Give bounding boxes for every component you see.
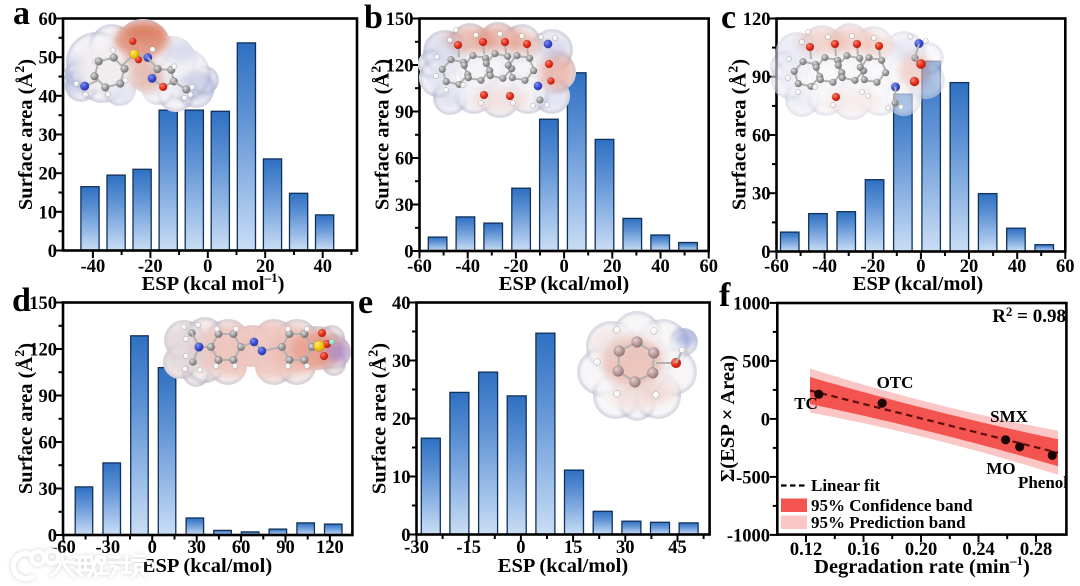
svg-text:-1000: -1000 bbox=[727, 526, 770, 546]
svg-text:150: 150 bbox=[386, 10, 414, 30]
svg-text:a: a bbox=[13, 0, 30, 32]
svg-text:20: 20 bbox=[603, 257, 622, 277]
svg-text:60: 60 bbox=[699, 257, 718, 277]
svg-text:40: 40 bbox=[651, 257, 670, 277]
svg-text:-40: -40 bbox=[455, 257, 480, 277]
svg-text:60: 60 bbox=[395, 150, 414, 170]
svg-text:0.24: 0.24 bbox=[962, 540, 994, 560]
svg-text:60: 60 bbox=[752, 126, 771, 146]
svg-text:ESP (kcal/mol): ESP (kcal/mol) bbox=[142, 555, 272, 577]
svg-text:Σ(ESP × Area): Σ(ESP × Area) bbox=[717, 355, 739, 482]
svg-text:b: b bbox=[364, 0, 383, 36]
svg-text:-40: -40 bbox=[812, 257, 837, 277]
svg-text:Surface area (Å2): Surface area (Å2) bbox=[367, 343, 391, 494]
svg-text:90: 90 bbox=[752, 68, 771, 88]
svg-text:30: 30 bbox=[752, 185, 771, 205]
svg-text:ESP (kcal/mol): ESP (kcal/mol) bbox=[853, 273, 983, 295]
svg-text:60: 60 bbox=[232, 538, 251, 558]
svg-text:10: 10 bbox=[39, 203, 58, 223]
svg-text:90: 90 bbox=[39, 387, 58, 407]
svg-text:Degradation rate (min–1): Degradation rate (min–1) bbox=[814, 553, 1030, 578]
svg-text:0: 0 bbox=[916, 257, 925, 277]
svg-text:15: 15 bbox=[564, 538, 583, 558]
svg-text:20: 20 bbox=[960, 257, 979, 277]
svg-text:MO: MO bbox=[986, 459, 1015, 478]
svg-text:d: d bbox=[12, 282, 31, 319]
svg-text:120: 120 bbox=[386, 57, 414, 77]
svg-text:30: 30 bbox=[39, 126, 58, 146]
svg-text:90: 90 bbox=[395, 103, 414, 123]
svg-text:40: 40 bbox=[1008, 257, 1027, 277]
svg-text:120: 120 bbox=[316, 538, 344, 558]
svg-text:20: 20 bbox=[39, 165, 58, 185]
svg-text:1000: 1000 bbox=[733, 294, 770, 314]
svg-text:50: 50 bbox=[39, 49, 58, 69]
svg-text:30: 30 bbox=[392, 352, 411, 372]
svg-text:-60: -60 bbox=[764, 257, 789, 277]
svg-text:0: 0 bbox=[404, 243, 413, 263]
svg-text:-40: -40 bbox=[81, 257, 106, 277]
svg-text:Phenol: Phenol bbox=[1018, 473, 1068, 492]
svg-text:30: 30 bbox=[39, 480, 58, 500]
svg-text:0: 0 bbox=[148, 538, 157, 558]
svg-text:0.28: 0.28 bbox=[1020, 540, 1052, 560]
svg-text:-30: -30 bbox=[95, 538, 120, 558]
svg-text:500: 500 bbox=[742, 352, 770, 372]
svg-text:0.16: 0.16 bbox=[847, 540, 879, 560]
svg-text:f: f bbox=[719, 277, 731, 314]
svg-text:0: 0 bbox=[203, 257, 212, 277]
svg-text:Surface area (Å2): Surface area (Å2) bbox=[13, 343, 37, 494]
svg-text:Linear fit: Linear fit bbox=[811, 476, 880, 495]
svg-text:120: 120 bbox=[29, 341, 57, 361]
svg-text:150: 150 bbox=[29, 294, 57, 314]
svg-text:-15: -15 bbox=[456, 538, 481, 558]
svg-text:0: 0 bbox=[48, 527, 57, 547]
svg-text:0: 0 bbox=[761, 410, 770, 430]
svg-text:20: 20 bbox=[256, 257, 275, 277]
svg-text:TC: TC bbox=[794, 394, 818, 413]
svg-text:-20: -20 bbox=[860, 257, 885, 277]
svg-text:Surface area (Å2): Surface area (Å2) bbox=[370, 59, 394, 210]
svg-text:40: 40 bbox=[313, 257, 332, 277]
svg-text:R2 = 0.98: R2 = 0.98 bbox=[992, 304, 1066, 327]
svg-text:OTC: OTC bbox=[877, 373, 914, 392]
svg-text:ESP (kcal mol–1): ESP (kcal mol–1) bbox=[142, 270, 285, 295]
svg-text:0: 0 bbox=[559, 257, 568, 277]
svg-text:95% Prediction band: 95% Prediction band bbox=[811, 513, 966, 532]
svg-text:0: 0 bbox=[761, 243, 770, 263]
svg-text:0: 0 bbox=[516, 538, 525, 558]
svg-text:c: c bbox=[721, 0, 736, 36]
svg-text:30: 30 bbox=[395, 196, 414, 216]
svg-text:ESP (kcal/mol): ESP (kcal/mol) bbox=[498, 555, 628, 577]
svg-text:Surface area (Å2): Surface area (Å2) bbox=[727, 59, 751, 210]
svg-text:20: 20 bbox=[392, 410, 411, 430]
svg-text:-20: -20 bbox=[504, 257, 529, 277]
svg-text:-500: -500 bbox=[736, 468, 770, 488]
svg-text:e: e bbox=[358, 284, 373, 321]
svg-text:Surface area (Å2): Surface area (Å2) bbox=[13, 59, 37, 210]
svg-text:60: 60 bbox=[39, 434, 58, 454]
svg-text:-30: -30 bbox=[404, 538, 429, 558]
svg-text:45: 45 bbox=[668, 538, 687, 558]
svg-text:0.20: 0.20 bbox=[905, 540, 937, 560]
svg-text:0: 0 bbox=[401, 526, 410, 546]
svg-text:60: 60 bbox=[39, 10, 58, 30]
svg-text:10: 10 bbox=[392, 468, 411, 488]
svg-text:95% Confidence band: 95% Confidence band bbox=[811, 496, 973, 515]
svg-text:30: 30 bbox=[616, 538, 635, 558]
svg-text:-60: -60 bbox=[407, 257, 432, 277]
svg-text:90: 90 bbox=[276, 538, 295, 558]
svg-text:0.12: 0.12 bbox=[790, 540, 822, 560]
svg-text:40: 40 bbox=[39, 87, 58, 107]
svg-text:SMX: SMX bbox=[990, 407, 1029, 426]
svg-text:40: 40 bbox=[392, 294, 411, 314]
svg-text:ESP (kcal/mol): ESP (kcal/mol) bbox=[499, 273, 629, 295]
svg-text:30: 30 bbox=[187, 538, 206, 558]
svg-text:0: 0 bbox=[48, 242, 57, 262]
svg-text:60: 60 bbox=[1056, 257, 1075, 277]
svg-text:-20: -20 bbox=[138, 257, 163, 277]
svg-text:120: 120 bbox=[743, 10, 771, 30]
